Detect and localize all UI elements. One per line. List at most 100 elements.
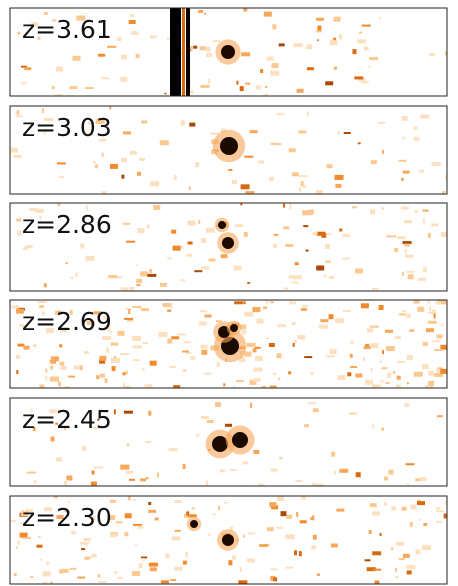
noise-speckle	[45, 328, 54, 334]
noise-speckle	[419, 169, 425, 173]
noise-speckle	[128, 309, 131, 315]
artifact-edge	[182, 8, 185, 96]
noise-speckle	[215, 402, 221, 408]
noise-speckle	[355, 373, 363, 378]
noise-speckle	[137, 228, 145, 234]
noise-speckle	[266, 527, 274, 532]
noise-speckle	[368, 65, 371, 68]
noise-speckle	[120, 464, 130, 470]
noise-speckle	[132, 571, 141, 576]
noise-speckle	[137, 171, 142, 176]
noise-speckle	[280, 511, 287, 517]
noise-speckle	[148, 502, 152, 505]
noise-speckle	[198, 321, 207, 326]
noise-speckle	[235, 224, 244, 228]
panel: z=3.61	[9, 7, 448, 97]
noise-speckle	[19, 324, 25, 328]
noise-speckle	[141, 556, 148, 559]
noise-speckle	[80, 243, 85, 249]
noise-speckle	[276, 526, 284, 529]
noise-speckle	[106, 347, 110, 353]
noise-speckle	[404, 254, 414, 258]
noise-speckle	[247, 532, 255, 535]
noise-speckle	[263, 11, 272, 17]
noise-speckle	[270, 568, 277, 571]
noise-speckle	[391, 506, 397, 511]
noise-speckle	[286, 514, 293, 519]
noise-speckle	[26, 471, 36, 474]
noise-speckle	[150, 181, 160, 187]
noise-speckle	[140, 478, 146, 482]
noise-speckle	[429, 306, 432, 312]
noise-speckle	[263, 306, 268, 309]
noise-speckle	[436, 520, 442, 523]
noise-speckle	[85, 205, 88, 210]
noise-speckle	[307, 209, 314, 215]
noise-speckle	[333, 16, 341, 22]
noise-speckle	[406, 270, 415, 273]
noise-speckle	[445, 501, 447, 505]
noise-speckle	[42, 571, 51, 577]
panel-frame	[9, 495, 448, 585]
noise-speckle	[298, 130, 307, 134]
noise-speckle	[436, 334, 443, 339]
noise-speckle	[423, 218, 425, 224]
noise-speckle	[435, 301, 442, 305]
noise-speckle	[94, 164, 98, 169]
noise-speckle	[191, 507, 195, 510]
noise-speckle	[372, 551, 382, 556]
noise-speckle	[114, 356, 117, 359]
noise-speckle	[363, 356, 366, 361]
noise-speckle	[298, 551, 302, 557]
noise-speckle	[384, 502, 388, 506]
source	[220, 137, 238, 155]
noise-speckle	[10, 520, 16, 523]
noise-speckle	[427, 300, 430, 304]
noise-speckle	[421, 364, 429, 370]
noise-speckle	[132, 359, 140, 362]
noise-speckle	[124, 317, 134, 320]
noise-speckle	[120, 287, 129, 291]
noise-speckle	[200, 416, 209, 419]
panel-frame	[9, 397, 448, 487]
noise-speckle	[22, 537, 32, 539]
noise-speckle	[141, 341, 148, 344]
noise-speckle	[413, 126, 418, 130]
noise-speckle	[335, 318, 345, 324]
noise-speckle	[171, 229, 177, 234]
noise-speckle	[302, 210, 309, 216]
noise-speckle	[194, 270, 203, 273]
noise-speckle	[239, 567, 242, 573]
noise-speckle	[13, 573, 17, 576]
noise-speckle	[170, 579, 177, 581]
noise-speckle	[124, 513, 132, 519]
noise-speckle	[31, 22, 39, 27]
noise-speckle	[110, 533, 117, 538]
noise-speckle	[108, 515, 116, 521]
noise-speckle	[300, 181, 304, 187]
panel: z=2.30	[9, 495, 448, 585]
noise-speckle	[30, 408, 33, 413]
noise-speckle	[149, 35, 157, 39]
noise-speckle	[158, 331, 168, 337]
noise-speckle	[60, 568, 69, 573]
noise-speckle	[388, 469, 394, 475]
noise-speckle	[394, 336, 401, 340]
noise-speckle	[404, 220, 412, 224]
noise-speckle	[104, 378, 108, 384]
noise-speckle	[225, 423, 232, 427]
noise-speckle	[13, 155, 22, 158]
noise-speckle	[272, 372, 277, 375]
noise-speckle	[109, 163, 118, 169]
noise-speckle	[360, 81, 369, 84]
redshift-label: z=2.45	[22, 405, 112, 434]
noise-speckle	[140, 271, 149, 277]
noise-speckle	[148, 562, 158, 567]
noise-speckle	[253, 449, 260, 454]
noise-speckle	[406, 565, 416, 569]
noise-speckle	[180, 279, 186, 282]
noise-speckle	[245, 191, 255, 194]
noise-speckle	[300, 335, 306, 340]
noise-speckle	[85, 132, 93, 135]
noise-speckle	[243, 8, 248, 12]
